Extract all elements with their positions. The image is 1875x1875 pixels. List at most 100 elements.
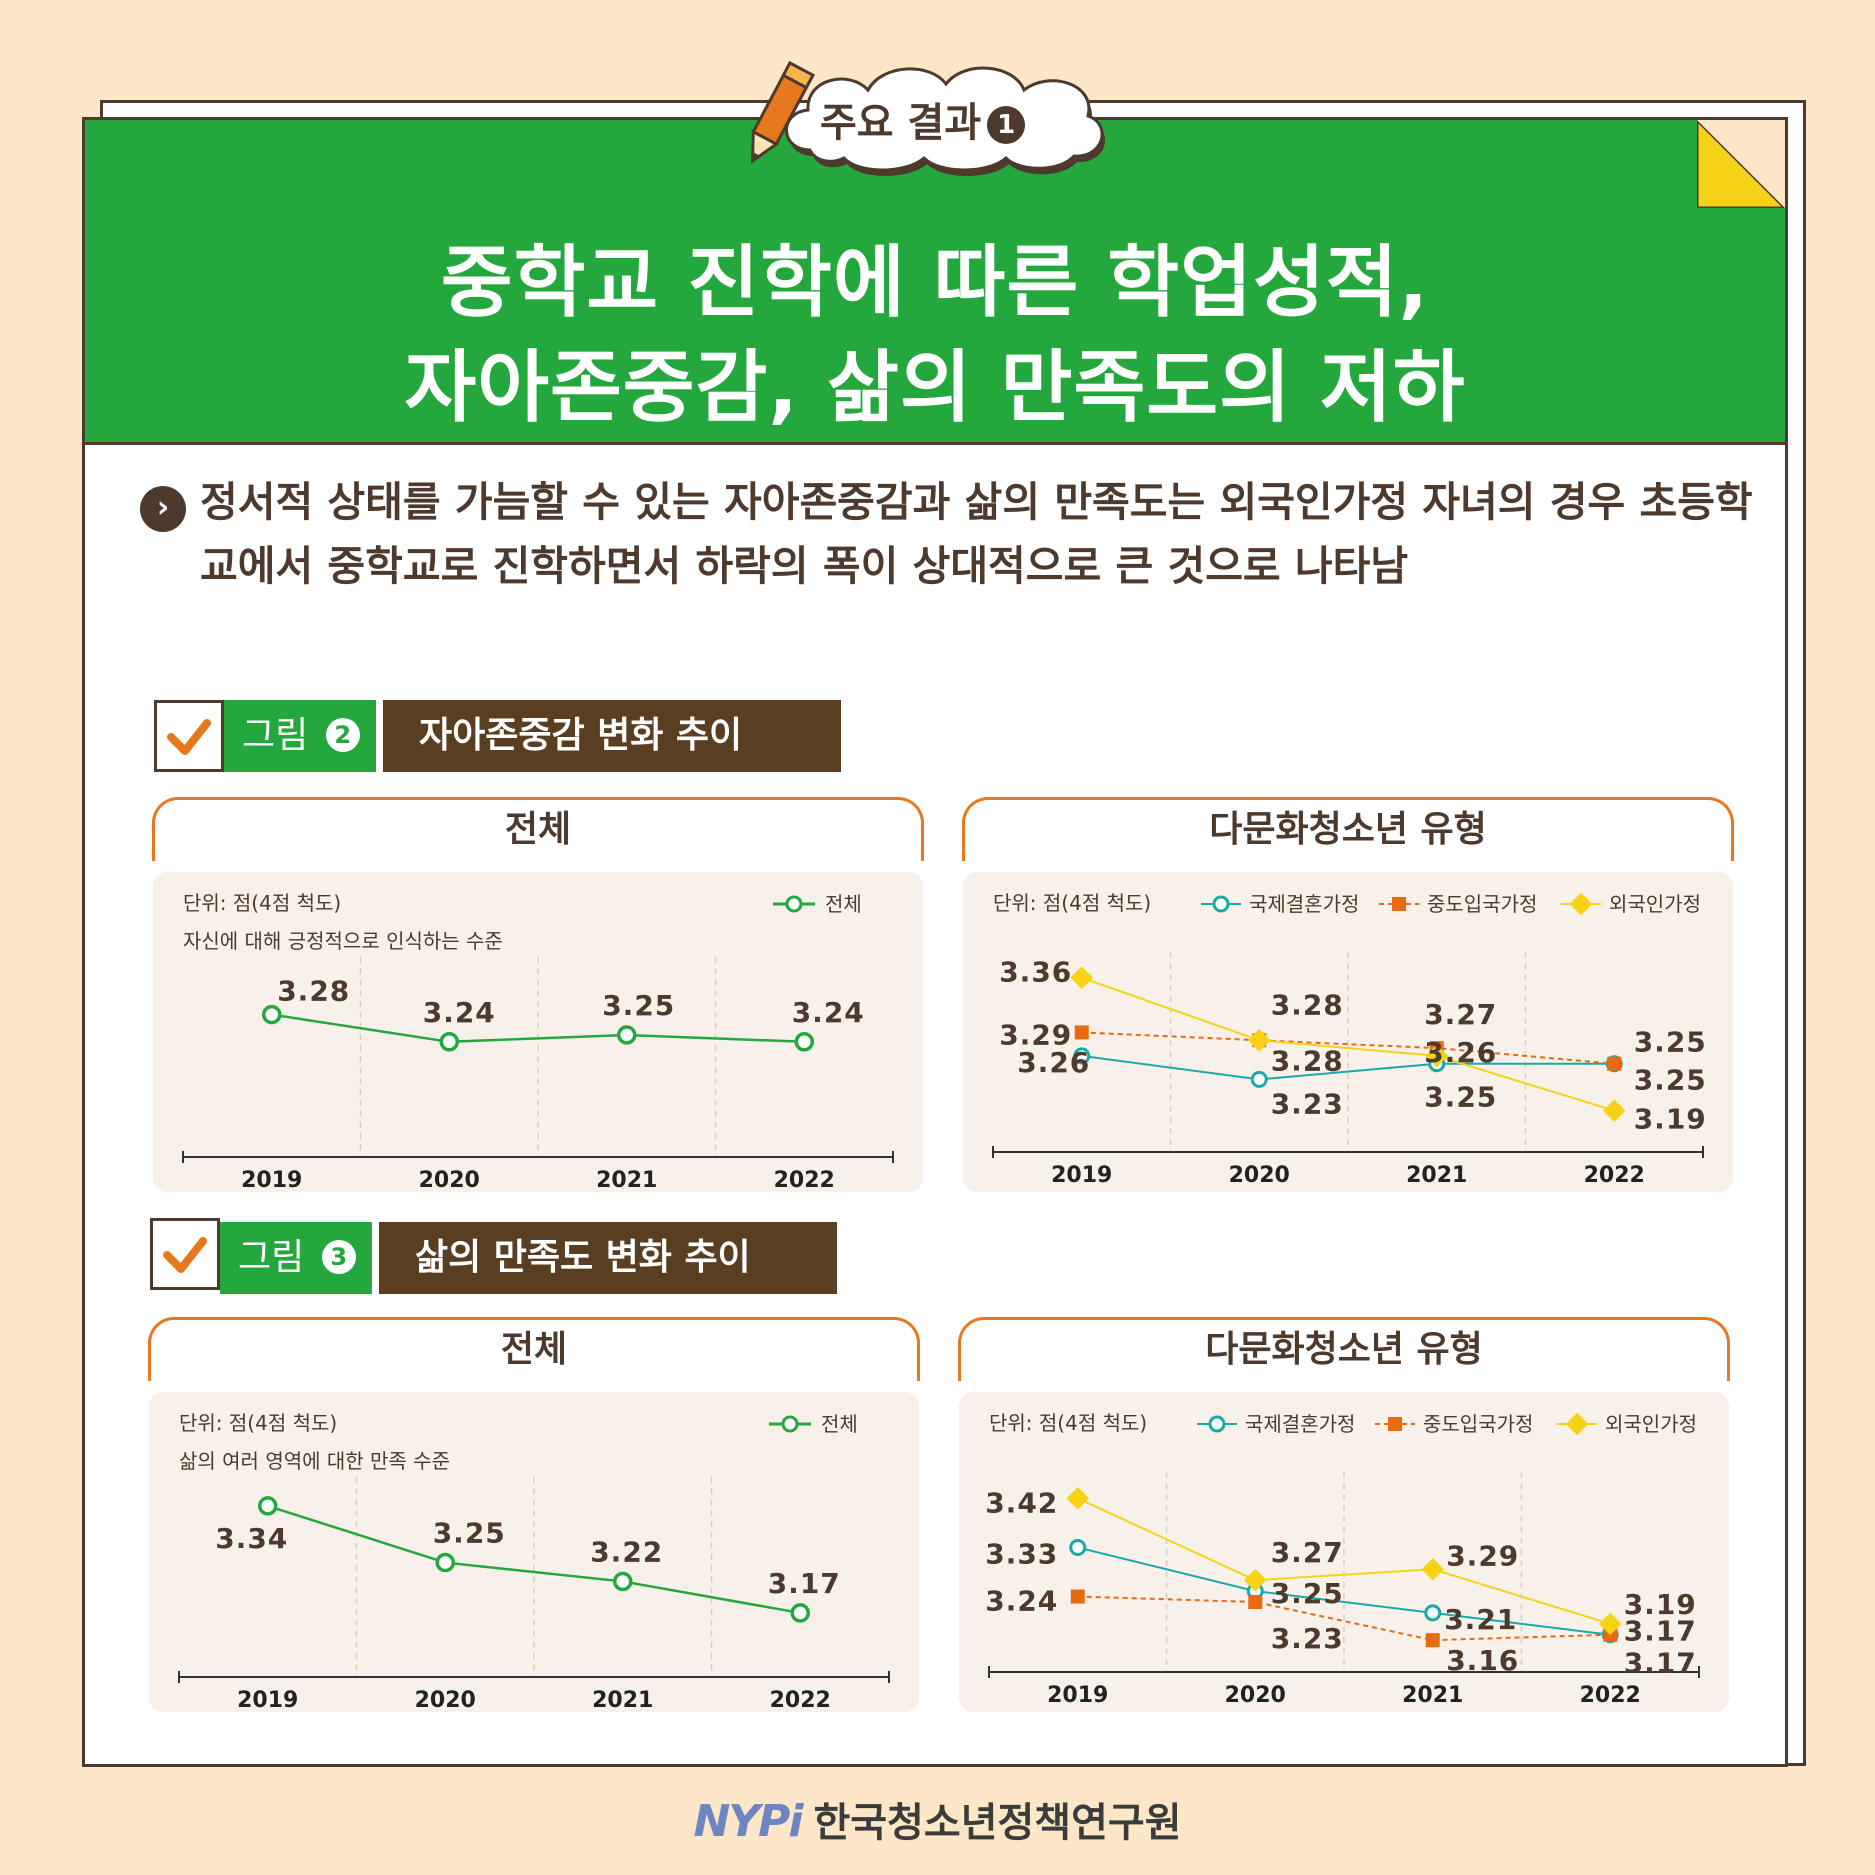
series-line [1081,1031,1615,1065]
data-point [1074,1025,1089,1040]
title-line-1: 중학교 진학에 따른 학업성적, [440,238,1430,328]
data-point [1424,1604,1442,1622]
legend-item: 국제결혼가정 [1201,892,1359,916]
x-tick-label: 2019 [241,1168,302,1192]
series-line [267,1504,801,1615]
series-line [1077,1497,1611,1625]
data-label: 3.17 [1624,1647,1697,1680]
data-label: 3.28 [1271,988,1344,1021]
chevron-right-icon: › [140,486,186,532]
legend-label: 외국인가정 [1609,892,1701,916]
data-point [1073,1047,1091,1065]
x-tick-label: 2021 [1406,1163,1467,1188]
data-label: 3.24 [985,1585,1058,1618]
x-tick-label: 2021 [596,1168,657,1192]
page-fold-icon [1697,120,1785,208]
x-tick-label: 2020 [1229,1163,1290,1188]
footer: NYPi 한국청소년정책연구원 [0,1790,1875,1848]
data-label: 3.27 [1271,1536,1344,1569]
chart-2-tab: 다문화청소년 유형 [962,797,1734,861]
data-point [262,1004,282,1025]
data-label: 3.25 [1634,1064,1707,1097]
data-label: 3.19 [1634,1103,1707,1136]
figure-2-number: 2 [325,718,360,752]
x-tick-label: 2022 [1580,1683,1641,1708]
legend-item: 외국인가정 [1561,892,1701,916]
chart-3-svg: 단위: 점(4점 척도) 삶의 여러 영역에 대한 만족 수준 전체 2019 2020… [178,1411,890,1712]
data-label: 3.21 [1444,1603,1517,1636]
figure-3-label: 그림 3 [220,1222,372,1294]
legend-marker [1212,895,1230,913]
data-label: 3.25 [1424,1081,1497,1114]
chart-3-unit: 단위: 점(4점 척도) [179,1411,337,1435]
result-badge: 주요 결과 1 [820,90,1026,148]
series-line [1081,1054,1615,1081]
data-point [1602,1099,1626,1123]
chart-3-tab: 전체 [148,1317,920,1381]
check-icon [167,719,211,755]
footer-org-name: 한국청소년정책연구원 [813,1800,1182,1846]
legend-label: 전체 [825,892,862,916]
legend-marker [781,1415,799,1433]
series-line [1077,1546,1611,1636]
data-label: 3.34 [215,1522,288,1555]
data-point [1247,1028,1271,1052]
legend-marker [1208,1415,1226,1433]
legend-item: 전체 [773,892,862,916]
data-label: 3.28 [1271,1044,1344,1077]
chart-4-panel: 단위: 점(4점 척도) 국제결혼가정 중도입국가정 외국인가정 2019 2020 202… [959,1392,1729,1712]
data-label: 3.29 [999,1018,1072,1051]
data-point [258,1496,278,1516]
chart-4-unit: 단위: 점(4점 척도) [989,1411,1147,1435]
data-point [1069,1538,1087,1556]
chart-1-svg: 단위: 점(4점 척도) 자신에 대해 긍정적으로 인식하는 수준 전체 2019 20… [182,891,894,1192]
data-label: 3.25 [1634,1026,1707,1059]
legend-item: 외국인가정 [1557,1412,1697,1436]
data-label: 3.23 [1271,1087,1344,1120]
title-banner: 중학교 진학에 따른 학업성적, 자아존중감, 삶의 만족도의 저하 [85,120,1785,445]
data-label: 3.19 [1624,1588,1697,1621]
result-badge-cloud [785,66,1106,176]
chart-4-tab: 다문화청소년 유형 [958,1317,1730,1381]
legend-marker [1565,1412,1589,1436]
x-tick-label: 2021 [592,1688,653,1712]
data-point [1070,966,1094,989]
series-1: 3.26 3.23 3.25 3.25 [1017,1046,1707,1120]
data-label: 3.24 [423,996,496,1029]
legend-item: 국제결혼가정 [1197,1412,1355,1436]
data-label: 3.24 [792,996,865,1029]
data-label: 3.26 [1017,1046,1090,1079]
data-point [1243,1568,1267,1592]
x-tick-label: 2019 [1047,1683,1108,1708]
chart-1-unit: 단위: 점(4점 척도) [183,891,341,915]
legend-marker [1392,897,1406,911]
legend-label: 전체 [821,1412,858,1436]
data-label: 3.28 [277,975,350,1008]
summary-text: 정서적 상태를 가늠할 수 있는 자아존중감과 삶의 만족도는 외국인가정 자녀… [200,478,1753,590]
chart-2-unit: 단위: 점(4점 척도) [993,891,1151,915]
legend-item: 중도입국가정 [1379,892,1537,916]
data-point [617,1025,637,1045]
series-line [271,1013,805,1044]
legend-marker [1388,1417,1402,1431]
legend-label: 중도입국가정 [1427,892,1537,916]
x-tick-label: 2019 [237,1688,298,1712]
x-tick-label: 2020 [415,1688,476,1712]
legend-label: 국제결혼가정 [1249,892,1359,916]
chart-1-note: 자신에 대해 긍정적으로 인식하는 수준 [183,929,503,953]
data-label: 3.25 [602,989,675,1022]
data-point [794,1032,814,1052]
series-2: 3.24 3.23 3.16 3.17 [985,1585,1696,1678]
data-label: 3.42 [985,1486,1058,1519]
series-3: 3.42 3.27 3.29 3.19 [985,1486,1697,1636]
result-badge-label: 주요 결과 [820,100,982,146]
chart-2-panel: 단위: 점(4점 척도) 국제결혼가정 중도입국가정 외국인가정 2019 2020 202… [963,872,1733,1192]
title-line-2: 자아존중감, 삶의 만족도의 저하 [404,343,1466,433]
x-tick-label: 2019 [1051,1163,1112,1188]
legend-marker [785,895,803,913]
data-label: 3.33 [985,1537,1058,1570]
data-point [1070,1589,1085,1604]
data-label: 3.23 [1271,1622,1344,1655]
figure-3-title: 삶의 만족도 변화 추이 [379,1222,837,1294]
data-point [1250,1070,1268,1088]
